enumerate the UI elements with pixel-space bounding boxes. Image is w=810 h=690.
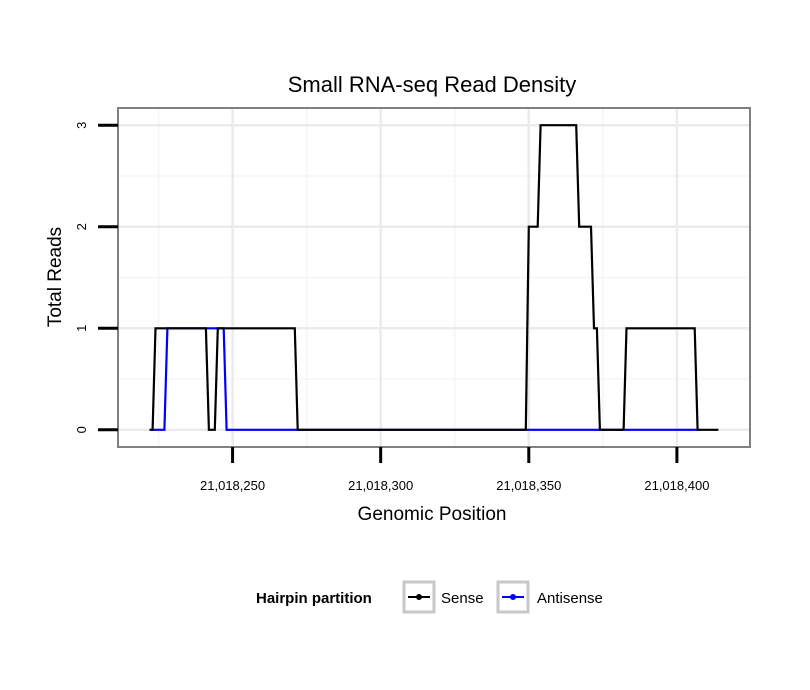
y-axis: 0 1 2 3 — [74, 122, 118, 433]
x-tick-label: 21,018,300 — [348, 478, 413, 493]
y-tick-label: 2 — [74, 223, 89, 230]
x-axis-title: Genomic Position — [358, 504, 507, 525]
legend-title: Hairpin partition — [256, 590, 372, 607]
legend-label-sense: Sense — [441, 590, 484, 607]
x-axis: 21,018,250 21,018,300 21,018,350 21,018,400 — [200, 447, 709, 493]
grid-layer — [118, 108, 750, 447]
legend-item-antisense[interactable]: Antisense — [496, 580, 603, 614]
series-line-sense — [149, 124, 719, 431]
y-tick-label: 0 — [74, 426, 89, 433]
plot-panel-border — [117, 107, 751, 448]
chart-title: Small RNA-seq Read Density — [288, 72, 577, 97]
series-layer — [149, 124, 719, 431]
y-tick-label: 3 — [74, 122, 89, 129]
legend-point-antisense — [510, 594, 516, 600]
y-tick-label: 1 — [74, 325, 89, 332]
legend-label-antisense: Antisense — [537, 590, 603, 607]
legend-point-sense — [416, 594, 422, 600]
x-tick-label: 21,018,350 — [496, 478, 561, 493]
x-tick-label: 21,018,250 — [200, 478, 265, 493]
y-axis-title: Total Reads — [45, 227, 66, 327]
legend: Hairpin partition Sense Antisense — [256, 580, 603, 614]
legend-item-sense[interactable]: Sense — [402, 580, 484, 614]
x-tick-label: 21,018,400 — [644, 478, 709, 493]
